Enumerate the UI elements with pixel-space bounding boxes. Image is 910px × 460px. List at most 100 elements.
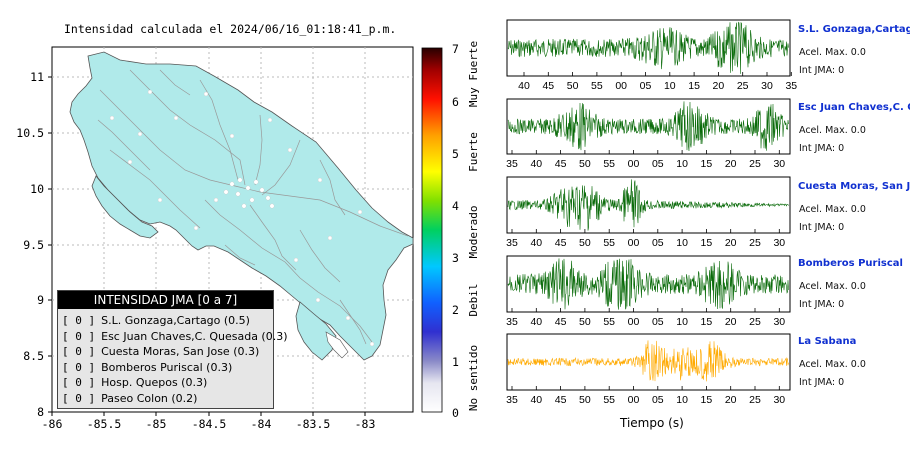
- legend-item: [ 0 ] Cuesta Moras, San Jose (0.3): [58, 344, 273, 360]
- time-tick-label: 25: [749, 394, 761, 406]
- legend-intensity: [ 0 ]: [62, 329, 96, 343]
- station-accel: Acel. Max. 0.0: [799, 204, 866, 215]
- station-name: La Sabana: [798, 336, 857, 347]
- time-tick-label: 20: [725, 316, 737, 328]
- legend-item: [ 0 ] Bomberos Puriscal (0.3): [58, 360, 273, 376]
- station-name: Bomberos Puriscal: [798, 258, 903, 269]
- time-tick-label: 35: [506, 394, 518, 406]
- time-tick-label: 35: [506, 158, 518, 170]
- waveform-line: [507, 340, 789, 382]
- time-tick-label: 15: [701, 316, 713, 328]
- class-label: Debil: [467, 283, 480, 316]
- x-tick-label: -83.5: [296, 417, 331, 431]
- time-tick-label: 05: [652, 158, 664, 170]
- y-tick-label: 9.5: [23, 238, 44, 252]
- time-tick-label: 55: [603, 237, 615, 249]
- trace-panel: 35 40 45 50 55 00 05 10 15 20 25 30: [506, 98, 791, 170]
- map-tick-marks: [48, 76, 366, 416]
- station-name: Cuesta Moras, San Jose: [798, 181, 910, 192]
- time-tick-label: 40: [530, 316, 542, 328]
- station-accel: Acel. Max. 0.0: [799, 281, 866, 292]
- colorbar-tick: 3: [452, 251, 459, 265]
- colorbar-class-labels: Muy Fuerte Fuerte Moderado Debil No sent…: [467, 41, 480, 411]
- golfo-dulce: [325, 331, 349, 359]
- time-tick-label: 05: [652, 237, 664, 249]
- legend-station-label: Paseo Colon (0.2): [101, 391, 198, 405]
- x-tick-label: -85: [146, 417, 167, 431]
- time-tick-label: 05: [640, 80, 652, 92]
- station-accel: Acel. Max. 0.0: [799, 47, 866, 58]
- time-tick-label: 45: [555, 394, 567, 406]
- class-label: Muy Fuerte: [467, 41, 480, 107]
- legend-station-label: Esc Juan Chaves,C. Quesada (0.3): [101, 329, 288, 343]
- town-markers: [109, 89, 375, 347]
- class-label: No sentido: [467, 345, 480, 411]
- time-tick-label: 20: [725, 394, 737, 406]
- x-tick-label: -83: [355, 417, 376, 431]
- time-tick-label: 50: [579, 158, 591, 170]
- time-tick-label: 55: [591, 80, 603, 92]
- legend-intensity: [ 0 ]: [62, 360, 96, 374]
- legend-intensity: [ 0 ]: [62, 314, 96, 327]
- time-tick-label: 40: [518, 80, 530, 92]
- station-jma: Int JMA: 0: [799, 299, 845, 310]
- y-tick-label: 9: [37, 293, 44, 307]
- colorbar-tick: 2: [452, 303, 459, 317]
- waveform-line: [507, 101, 789, 152]
- y-tick-label: 11: [30, 70, 44, 84]
- osa-peninsula: [295, 301, 337, 361]
- time-tick-label: 25: [737, 80, 749, 92]
- time-tick-label: 45: [542, 80, 554, 92]
- time-tick-label: 15: [701, 158, 713, 170]
- time-tick-label: 55: [603, 394, 615, 406]
- time-tick-label: 00: [615, 80, 627, 92]
- trace-panel: 40 45 50 55 00 05 10 15 20 25 30 35: [506, 19, 797, 92]
- time-tick-label: 10: [664, 80, 676, 92]
- time-tick-label: 10: [676, 158, 688, 170]
- trace-panel: 35 40 45 50 55 00 05 10 15 20 25 30: [506, 176, 791, 249]
- map-axis-labels: -86 -85.5 -85 -84.5 -84 -83.5 -83 11 10.…: [16, 70, 375, 431]
- colorbar-tick: 4: [452, 199, 459, 213]
- time-tick-label: 40: [530, 394, 542, 406]
- legend-item: [ 0 ] Esc Juan Chaves,C. Quesada (0.3): [58, 329, 288, 345]
- station-jma: Int JMA: 0: [799, 143, 845, 154]
- y-tick-label: 8.5: [23, 349, 44, 363]
- time-tick-label: 30: [773, 394, 785, 406]
- colorbar-gradient: [421, 47, 443, 413]
- waveform-line: [507, 258, 789, 310]
- time-tick-label: 10: [676, 394, 688, 406]
- time-tick-label: 00: [628, 237, 640, 249]
- x-tick-label: -84.5: [192, 417, 227, 431]
- legend-intensity: [ 0 ]: [62, 391, 96, 405]
- time-tick-label: 00: [628, 316, 640, 328]
- time-tick-label: 30: [773, 316, 785, 328]
- colorbar-tick: 0: [452, 406, 459, 420]
- legend-station-label: Hosp. Quepos (0.3): [101, 376, 208, 389]
- time-tick-label: 50: [567, 80, 579, 92]
- time-tick-label: 05: [652, 316, 664, 328]
- station-jma: Int JMA: 0: [799, 65, 845, 76]
- trace-panel: 35 40 45 50 55 00 05 10 15 20 25 30: [506, 255, 791, 328]
- legend-item: [ 0 ] Paseo Colon (0.2): [58, 391, 273, 407]
- waveform-line: [507, 179, 789, 231]
- station-name: Esc Juan Chaves,C. Quesada: [798, 102, 910, 113]
- colorbar-tick: 7: [452, 42, 459, 56]
- station-jma: Int JMA: 0: [799, 377, 845, 388]
- legend-intensity: [ 0 ]: [62, 345, 96, 358]
- colorbar-tick: 5: [452, 147, 459, 161]
- time-tick-label: 10: [676, 316, 688, 328]
- time-tick-label: 50: [579, 394, 591, 406]
- station-name: S.L. Gonzaga,Cartago: [798, 24, 910, 35]
- station-accel: Acel. Max. 0.0: [799, 125, 866, 136]
- time-tick-label: 45: [555, 158, 567, 170]
- x-tick-label: -84: [251, 417, 272, 431]
- time-tick-label: 45: [555, 316, 567, 328]
- time-tick-label: 25: [749, 158, 761, 170]
- x-tick-label: -85.5: [87, 417, 122, 431]
- x-tick-label: -86: [42, 417, 63, 431]
- time-tick-label: 35: [785, 80, 797, 92]
- station-accel: Acel. Max. 0.0: [799, 359, 866, 370]
- time-tick-label: 40: [530, 237, 542, 249]
